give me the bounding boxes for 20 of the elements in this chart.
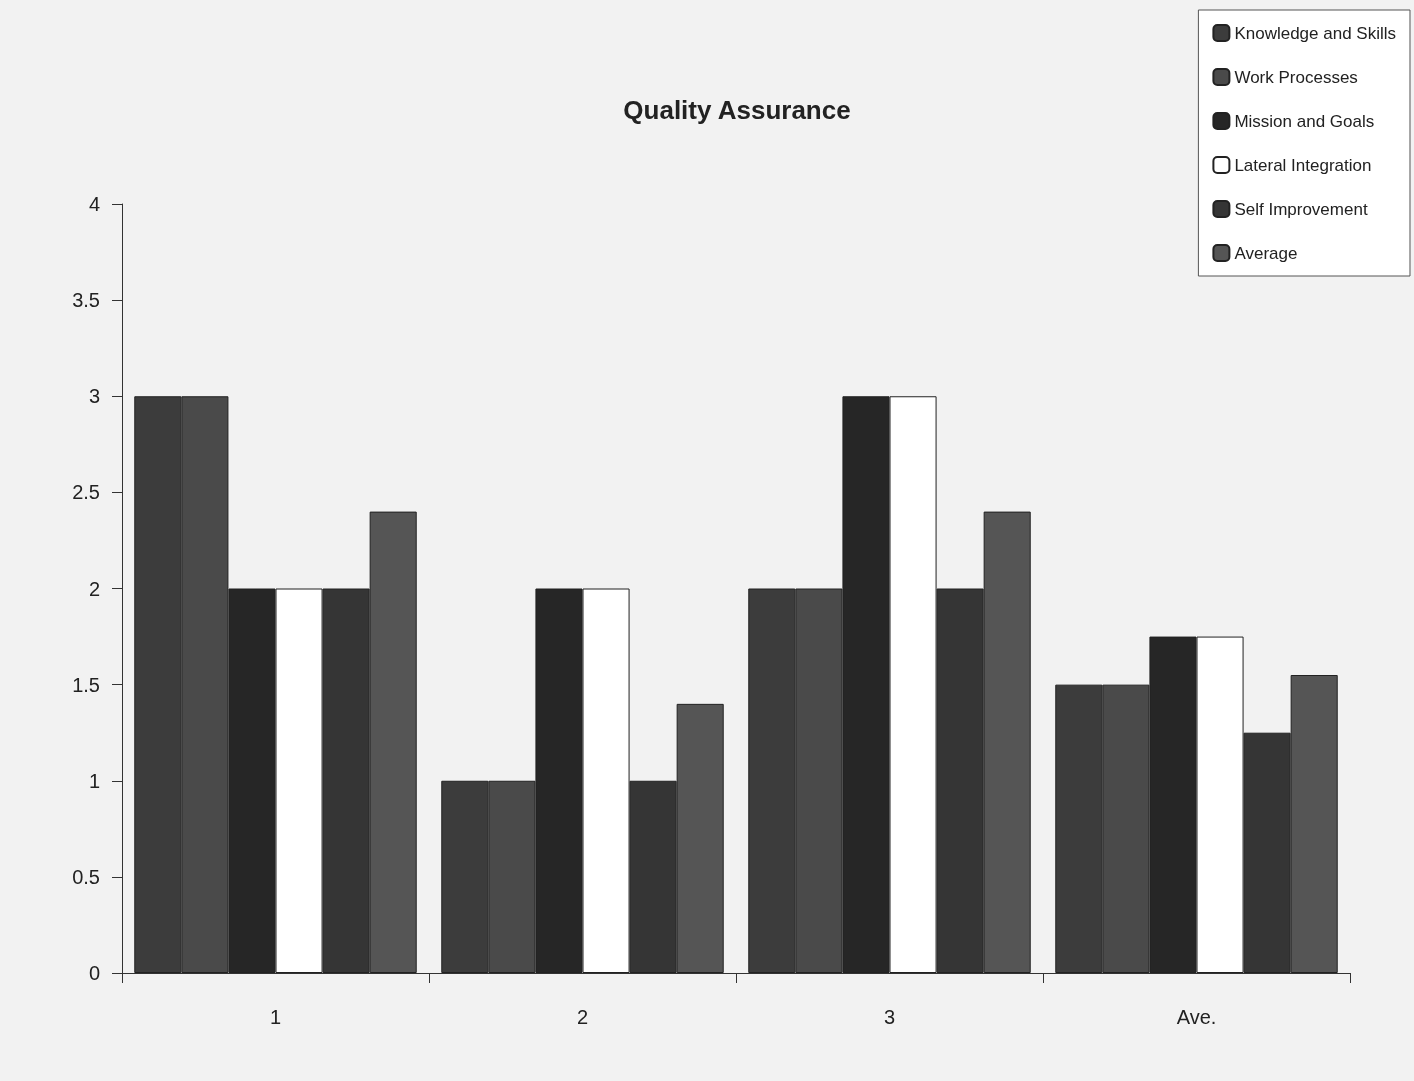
y-tick-label: 1	[88, 769, 100, 792]
y-tick-label: 0.5	[72, 865, 100, 888]
y-tick-label: 2.5	[72, 481, 100, 504]
y-tick-label: 4	[88, 193, 100, 215]
legend-label: Work Processes	[1234, 67, 1358, 87]
legend-label: Average	[1234, 243, 1298, 263]
x-tick-label: 1	[269, 1006, 282, 1028]
y-tick-label: 3.5	[72, 289, 100, 312]
y-tick-label: 1.5	[72, 673, 100, 696]
y-tick-label: 0	[88, 962, 100, 984]
x-tick-label: Ave.	[1176, 1006, 1217, 1028]
chart-title: Quality Assurance	[623, 95, 851, 125]
legend-label: Self Improvement	[1234, 199, 1368, 219]
x-tick-label: 3	[883, 1006, 896, 1028]
y-tick-label: 2	[88, 577, 100, 600]
legend-label: Mission and Goals	[1234, 111, 1375, 131]
y-tick-label: 3	[88, 385, 100, 408]
legend-label: Knowledge and Skills	[1234, 23, 1397, 43]
legend-label: Lateral Integration	[1234, 155, 1372, 175]
x-tick-label: 2	[576, 1006, 589, 1028]
